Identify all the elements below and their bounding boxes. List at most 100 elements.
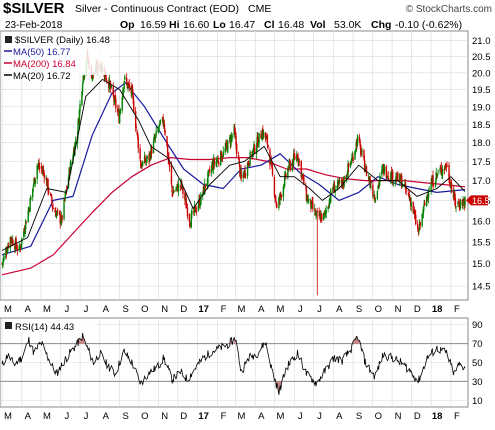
down-bar-body: [311, 200, 313, 203]
up-bar-body: [427, 192, 430, 199]
down-bar-body: [1, 263, 3, 265]
up-bar-body: [464, 197, 466, 206]
down-bar-body: [247, 161, 249, 165]
down-bar-body: [185, 198, 187, 209]
down-bar-body: [300, 160, 302, 178]
down-bar-body: [136, 132, 139, 137]
price-y-tick: 20.0: [472, 68, 491, 79]
price-x-tick: M: [237, 304, 245, 315]
rsi-x-tick: F: [454, 411, 460, 422]
up-bar-body: [124, 76, 126, 80]
down-bar-body: [135, 127, 137, 129]
up-bar-body: [386, 175, 389, 179]
up-bar-body: [364, 171, 366, 173]
rsi-x-tick: D: [180, 411, 187, 422]
down-bar-body: [363, 159, 366, 172]
down-bar-body: [260, 134, 262, 139]
chg-label: Chg: [371, 19, 391, 31]
price-x-tick: F: [454, 304, 460, 315]
rsi-x-tick: F: [221, 411, 227, 422]
price-y-tick: 17.0: [472, 176, 491, 187]
rsi-gridlines: [0, 318, 468, 407]
last-price-badge: [466, 195, 488, 206]
down-bar-body: [275, 196, 277, 201]
up-bar-body: [381, 169, 383, 175]
up-bar-body: [378, 181, 381, 186]
up-bar-body: [155, 130, 157, 136]
down-bar-body: [136, 129, 138, 131]
cl-label: Cl: [264, 19, 275, 31]
down-bar-body: [450, 183, 453, 190]
down-bar-body: [408, 194, 411, 199]
down-bar-body: [114, 94, 116, 101]
down-bar-body: [134, 111, 137, 128]
down-bar-body: [188, 214, 191, 222]
down-bar-body: [235, 144, 238, 155]
rsi-legend: RSI(14) 44.43: [15, 322, 74, 333]
down-bar-body: [186, 206, 188, 209]
down-bar-body: [63, 198, 66, 200]
down-bar-body: [417, 229, 420, 232]
up-bar-body: [338, 181, 341, 183]
up-bar-body: [177, 183, 180, 192]
down-bar-body: [47, 190, 50, 193]
down-bar-body: [424, 202, 426, 206]
up-bar-body: [157, 128, 159, 132]
down-bar-body: [126, 77, 128, 83]
down-bar-body: [298, 161, 301, 162]
up-bar-body: [347, 164, 349, 176]
price-x-tick: J: [317, 304, 322, 315]
down-bar-body: [412, 201, 414, 213]
down-bar-body: [220, 152, 223, 161]
up-bar-body: [78, 110, 81, 125]
down-bar-body: [115, 99, 117, 109]
rsi-x-tick: 17: [198, 411, 209, 422]
up-bar-body: [32, 185, 35, 188]
up-bar-body: [207, 170, 210, 173]
up-bar-body: [157, 128, 160, 130]
legend-main: $SILVER (Daily) 16.48: [15, 35, 110, 46]
up-bar-body: [324, 211, 326, 215]
down-bar-body: [137, 137, 139, 149]
up-bar-body: [249, 151, 251, 166]
down-bar-body: [65, 189, 68, 191]
down-bar-body: [264, 132, 267, 139]
price-x-tick: A: [336, 304, 343, 315]
price-x-tick: S: [122, 304, 128, 315]
down-bar-body: [363, 150, 365, 159]
down-bar-body: [266, 135, 269, 145]
down-bar-body: [253, 144, 256, 154]
up-bar-body: [145, 159, 148, 162]
up-bar-body: [92, 72, 94, 79]
down-bar-body: [225, 142, 228, 145]
up-bar-body: [69, 162, 72, 174]
up-bar-body: [216, 160, 218, 164]
down-bar-body: [182, 186, 184, 194]
up-bar-body: [379, 175, 381, 183]
down-bar-body: [234, 132, 237, 137]
down-bar-body: [289, 162, 292, 170]
rsi-x-tick: N: [395, 411, 402, 422]
up-bar-body: [21, 238, 23, 245]
up-bar-body: [206, 182, 208, 187]
up-bar-body: [211, 165, 213, 174]
up-bar-body: [355, 141, 357, 152]
rsi-x-tick: J: [317, 411, 322, 422]
rsi-overbought-fill: [353, 336, 361, 344]
ma20-line: [1, 78, 466, 251]
price-legend: $SILVER (Daily) 16.48 MA(50) 16.77 MA(20…: [2, 33, 110, 82]
price-x-tick: J: [64, 304, 69, 315]
up-bar-body: [262, 131, 265, 138]
up-bar-body: [291, 161, 294, 171]
up-bar-body: [265, 137, 267, 139]
down-bar-body: [43, 172, 45, 179]
up-bar-body: [175, 189, 177, 192]
ma50-line: [1, 82, 466, 256]
down-bar-body: [213, 158, 216, 165]
up-bar-body: [422, 215, 424, 216]
chg-value: -0.10 (-0.62%): [395, 19, 462, 31]
legend-ma200: MA(200) 16.84: [13, 59, 76, 70]
down-bar-body: [347, 163, 350, 168]
down-bar-body: [59, 213, 61, 224]
down-bar-body: [109, 81, 111, 85]
